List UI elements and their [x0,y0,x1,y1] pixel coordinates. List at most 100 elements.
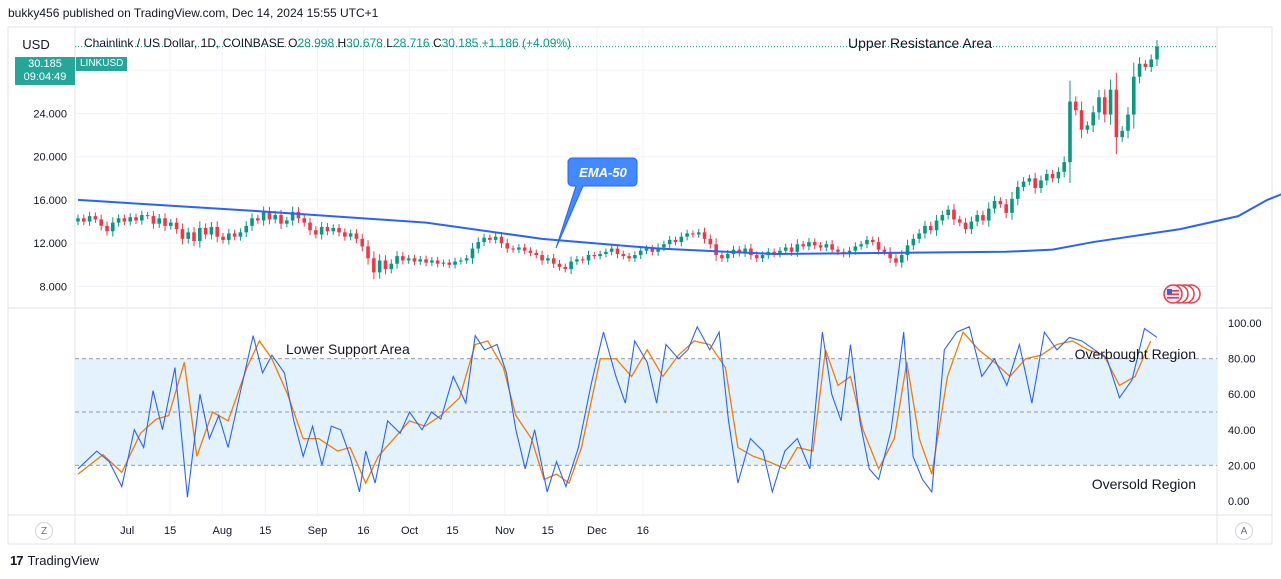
candle-body [447,262,452,265]
candle [1044,169,1049,186]
us-flag-events-icon[interactable] [1161,284,1201,304]
candle [865,235,869,249]
stoch-y-tick-label: 20.00 [1228,460,1256,472]
brand-name: TradingView [27,553,100,568]
candle-body [644,248,649,251]
candle-body [377,260,382,273]
candle [633,251,637,262]
candle [221,232,225,244]
candle-body [667,239,672,245]
candle [1033,172,1037,194]
candle [615,244,620,259]
candle [1010,191,1014,220]
candle [82,214,86,226]
tradingview-footer: 17 TradingView [10,553,99,568]
candle-body [905,245,910,256]
candle [418,256,423,265]
candle-body [934,220,939,231]
x-tick-label: 16 [357,525,369,537]
candle-body [128,217,133,222]
candle-body [859,244,863,247]
candle-body [435,260,440,264]
candle-body [244,225,249,233]
candle [151,211,156,229]
candle [1155,40,1159,66]
candle-body [256,218,260,221]
candle-body [575,259,579,262]
candle-body [319,226,324,235]
candle [917,229,921,244]
candle-body [395,256,399,264]
candle-body [899,255,904,263]
candle [372,251,376,280]
candle-body [366,246,370,259]
candle-body [975,215,979,222]
candle-body [656,247,660,252]
candle-body [778,250,782,254]
candle [319,221,324,240]
candle [430,257,434,266]
ema-callout-bubble [555,157,638,249]
upper-resistance-label: Upper Resistance Area [848,35,992,51]
candle-body [534,252,539,256]
candle-body [215,226,220,237]
candle [476,237,481,254]
candle-body [517,247,521,250]
candle [598,250,602,260]
candle [93,212,98,224]
candle-body [499,236,504,244]
candle-body [551,258,556,264]
candle-body [424,259,428,263]
candle [169,218,173,230]
y-tick-label: 8.000 [39,281,67,293]
candle-body [82,218,86,222]
candle [111,217,115,237]
auto-scale-right-button[interactable]: A [1235,522,1253,540]
candle-body [453,261,457,265]
candle [1068,80,1072,183]
candle [772,248,776,258]
candle-body [134,217,138,221]
candle-body [198,228,202,241]
candle-body [1010,198,1014,213]
legend-open-value: 28.998 [297,36,335,50]
candle-body [708,238,713,245]
candle [244,221,249,237]
candle [470,242,475,264]
candle-body [627,256,631,259]
legend-open-label: O [288,36,298,50]
candle [1126,106,1130,139]
candle [290,206,295,226]
candle-body [1155,46,1159,60]
candle [337,224,341,237]
candle-body [725,253,730,259]
candle-body [818,245,823,248]
candle-body [685,233,689,237]
candle-body [986,208,991,221]
stoch-y-tick-label: 60.00 [1228,389,1256,401]
candle-body [772,251,776,254]
candle-body [1004,204,1008,213]
candle [511,245,515,253]
candle-body [888,251,892,259]
candle [343,228,347,241]
candle [1027,174,1032,186]
candle-body [383,260,388,270]
candle [551,253,556,269]
candle [1021,177,1026,192]
candle [383,255,388,275]
candle-body [331,228,336,232]
currency-button[interactable]: USD [22,36,50,52]
candle [377,254,382,279]
candle-body [180,229,185,239]
auto-scale-left-button[interactable]: Z [35,522,53,540]
stoch-y-tick-label: 80.00 [1228,354,1256,366]
candle-body [580,259,585,261]
ema-callout-label: EMA-50 [579,165,627,180]
candle [163,213,167,231]
candle-body [105,225,109,232]
candle-body [714,244,718,256]
candle [116,214,121,227]
candle-body [464,258,469,261]
